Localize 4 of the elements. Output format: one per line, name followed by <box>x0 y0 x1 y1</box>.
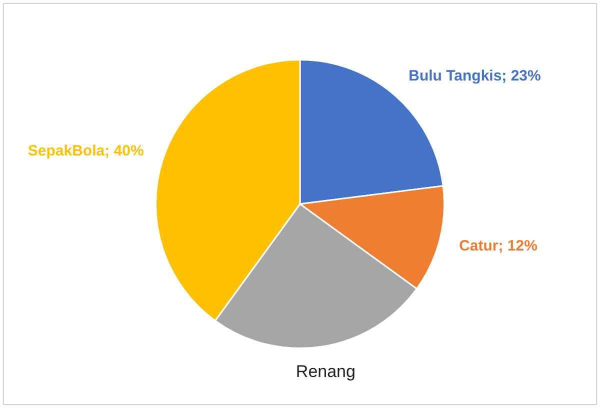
slice-label: SepakBola; 40% <box>28 142 144 160</box>
slice-label: Bulu Tangkis; 23% <box>408 67 541 84</box>
slice-label: Renang <box>296 362 356 381</box>
slice-label: Catur; 12% <box>459 237 538 254</box>
